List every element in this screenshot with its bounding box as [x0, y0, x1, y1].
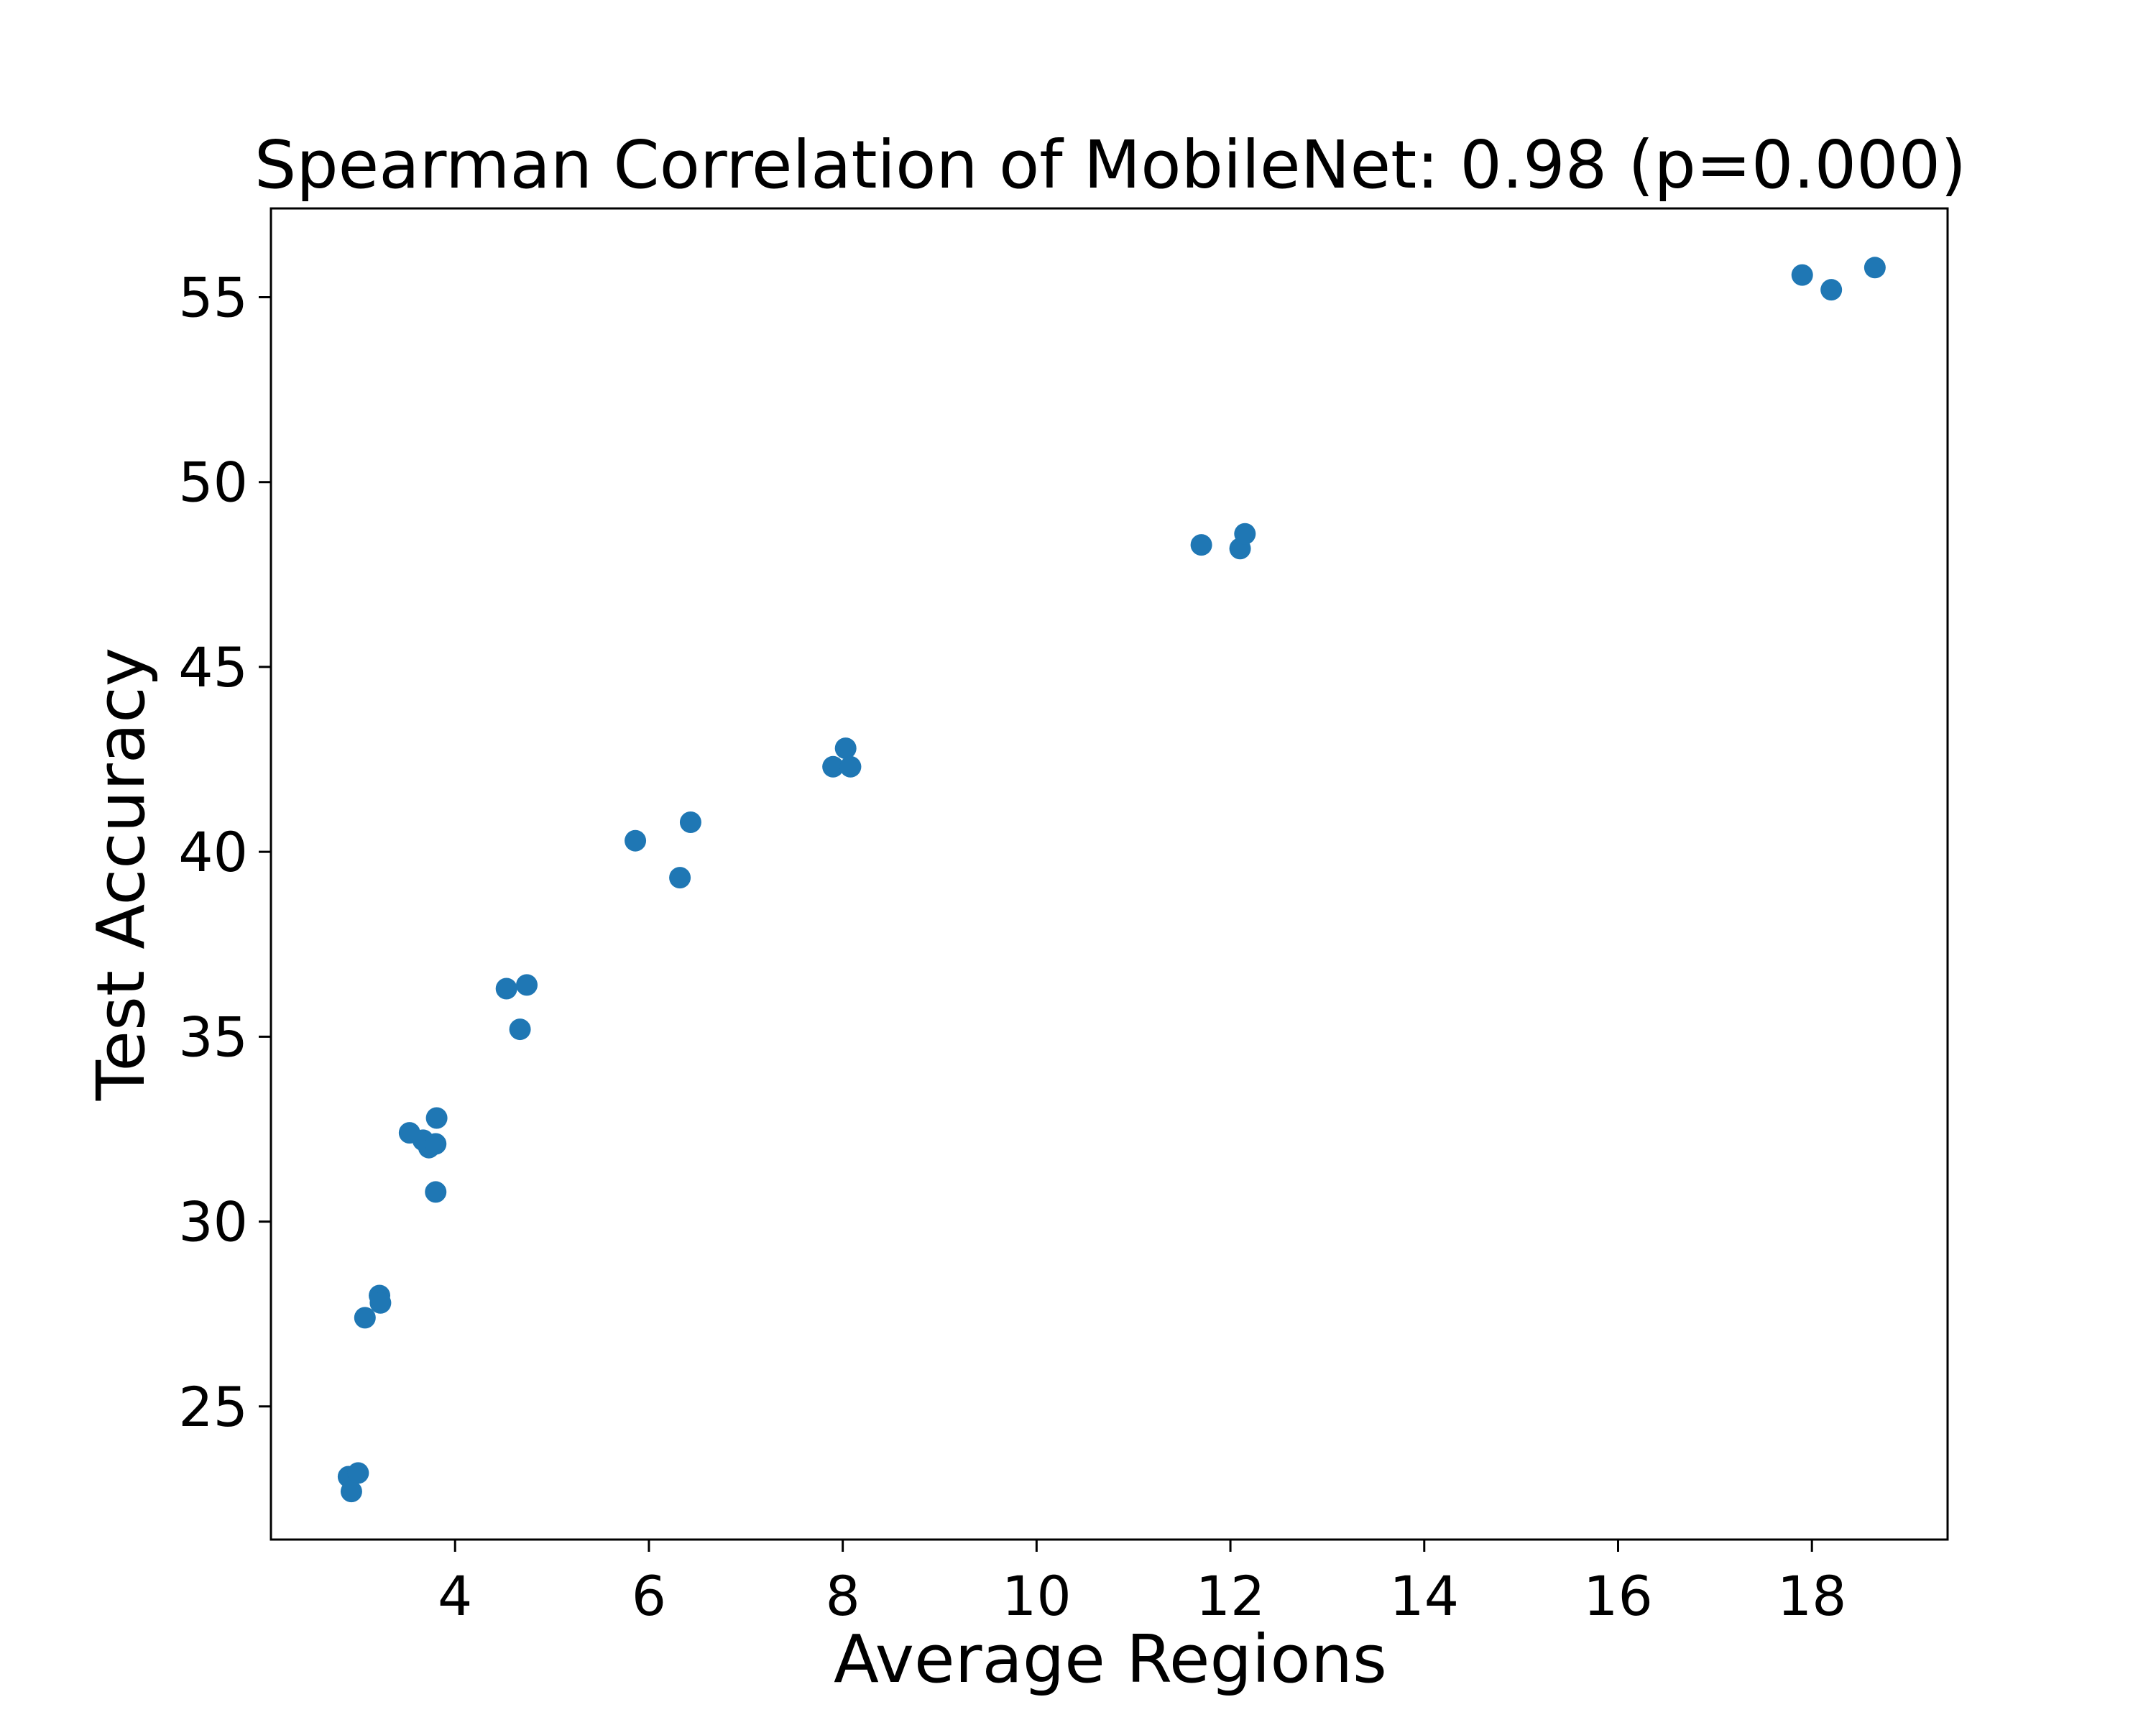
y-axis-label: Test Accuracy — [83, 648, 160, 1101]
chart-title: Spearman Correlation of MobileNet: 0.98 … — [254, 126, 1966, 203]
scatter-point — [1864, 257, 1886, 279]
scatter-point — [625, 829, 647, 852]
x-tick-label: 8 — [825, 1564, 860, 1628]
y-tick-label: 50 — [178, 451, 248, 515]
x-tick-label: 18 — [1777, 1564, 1847, 1628]
scatter-point — [495, 978, 517, 1000]
scatter-point — [1234, 523, 1256, 545]
y-tick-label: 35 — [178, 1005, 248, 1069]
scatter-point — [425, 1181, 447, 1203]
scatter-point — [347, 1462, 369, 1484]
points-layer — [337, 257, 1886, 1503]
scatter-point — [516, 974, 538, 996]
scatter-point — [354, 1307, 376, 1329]
scatter-point — [822, 755, 844, 778]
plot-area-frame — [270, 207, 1949, 1541]
x-tick-label: 6 — [632, 1564, 666, 1628]
scatter-point — [679, 811, 701, 833]
scatter-point — [369, 1292, 392, 1314]
scatter-point — [669, 867, 691, 889]
y-tick-label: 45 — [178, 635, 248, 699]
x-tick-label: 16 — [1583, 1564, 1653, 1628]
x-tick-label: 12 — [1196, 1564, 1266, 1628]
y-tick-label: 30 — [178, 1190, 248, 1254]
scatter-point — [425, 1107, 448, 1129]
scatter-point — [340, 1481, 362, 1503]
y-tick-label: 25 — [178, 1375, 248, 1439]
scatter-point — [839, 755, 862, 778]
x-tick-label: 14 — [1389, 1564, 1459, 1628]
scatter-point — [509, 1018, 531, 1041]
scatter-point — [425, 1133, 447, 1155]
y-tick-label: 40 — [178, 820, 248, 884]
x-axis-label: Average Regions — [834, 1621, 1387, 1698]
scatter-point — [1190, 534, 1212, 556]
scatter-point — [1820, 279, 1843, 301]
scatter-point — [1791, 264, 1813, 286]
x-tick-label: 10 — [1002, 1564, 1072, 1628]
scatter-point — [834, 737, 857, 760]
x-tick-label: 4 — [438, 1564, 472, 1628]
tick-layer: 4 6 8 10 12 14 16 18 25 30 35 40 45 50 55 — [178, 265, 1846, 1628]
y-tick-label: 55 — [178, 265, 248, 329]
